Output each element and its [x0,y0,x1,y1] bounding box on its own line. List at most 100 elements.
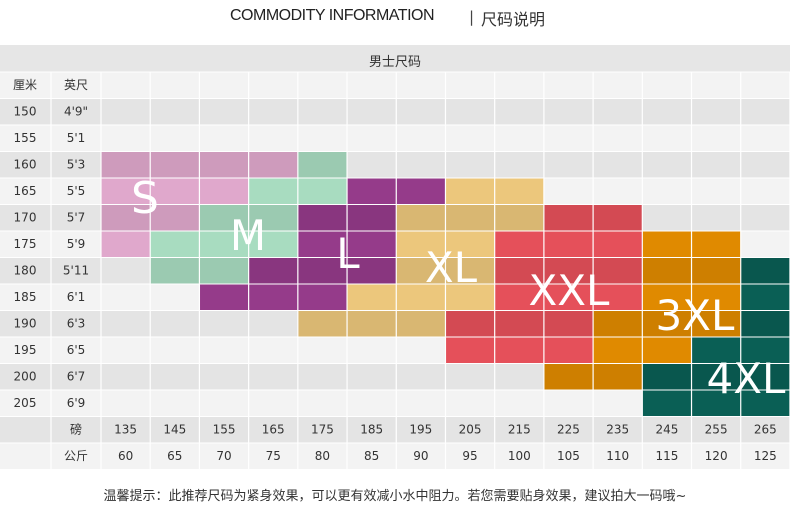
height-ft-label: 6'7 [67,370,86,384]
weight-lb-header: 磅 [70,422,82,437]
size-cell-l [297,231,348,258]
title-english: COMMODITY INFORMATION [230,7,435,24]
height-cm-label: 195 [14,343,37,357]
weight-lb-value: 165 [262,423,285,437]
weight-lb-value: 215 [508,423,531,437]
size-cell-l [347,178,397,205]
size-cell-l [199,284,249,311]
height-cm-label: 160 [14,158,37,172]
size-cell-4xl [740,363,790,390]
size-label-4xl: 4XL [707,354,786,403]
height-cm-label: 180 [14,264,37,278]
size-cell-3xl [642,284,692,311]
height-cm-label: 165 [14,184,37,198]
table-row [0,416,790,443]
size-cell-xxl [593,257,643,284]
size-cell-4xl [642,363,692,390]
size-cell-xxl [494,231,544,258]
size-cell-4xl [691,363,741,390]
size-cell-m [297,178,348,205]
weight-lb-value: 245 [655,423,678,437]
size-cell-3xl [593,337,643,364]
size-cell-s [248,151,298,178]
size-cell-xl [297,310,348,337]
size-cell-m [248,178,298,205]
size-cell-l [347,204,397,231]
size-cell-xxl [543,257,594,284]
size-label-xxl: XXL [529,266,611,315]
size-label-m: M [230,211,266,260]
size-cell-xl [445,178,495,205]
weight-kg-value: 75 [266,449,281,463]
size-cell-xl [396,257,446,284]
size-cell-s [199,151,249,178]
size-cell-4xl [740,390,790,417]
size-cell-4xl [642,390,692,417]
weight-lb-value: 235 [606,423,629,437]
size-cell-4xl [740,310,790,337]
size-cell-3xl [593,310,643,337]
size-cell-xxl [543,310,594,337]
weight-kg-value: 80 [315,449,330,463]
footer-note: 温馨提示：此推荐尺码为紧身效果，可以更有效减小水中阻力。若您需要贴身效果，建议拍… [103,489,687,504]
size-cell-xl [445,204,495,231]
size-cell-3xl [593,363,643,390]
size-cell-4xl [740,337,790,364]
height-ft-label: 5'5 [67,184,86,198]
height-ft-label: 5'1 [67,131,86,145]
weight-lb-value: 145 [163,423,186,437]
weight-kg-value: 85 [364,449,379,463]
size-cell-4xl [691,337,741,364]
weight-lb-value: 225 [557,423,580,437]
size-cell-xl [445,257,495,284]
size-cell-xl [347,284,397,311]
height-ft-label: 6'1 [67,290,86,304]
size-cell-xxl [543,231,594,258]
size-cell-s [101,231,151,258]
height-cm-label: 175 [14,237,37,251]
size-label-l: L [336,229,360,278]
height-ft-label: 5'9 [67,237,86,251]
size-label-s: S [131,173,159,224]
weight-lb-value: 195 [409,423,432,437]
size-cell-xxl [494,284,544,311]
size-cell-xxl [593,231,643,258]
size-cell-4xl [691,390,741,417]
height-cm-label: 155 [14,131,37,145]
title-separator: | [469,8,475,26]
size-cell-m [248,231,298,258]
size-cell-s [199,178,249,205]
weight-kg-value: 60 [118,449,133,463]
title-chinese: 尺码说明 [481,10,546,29]
size-cell-xl [445,284,495,311]
size-cell-3xl [691,284,741,311]
weight-kg-value: 125 [754,449,777,463]
weight-kg-value: 90 [413,449,428,463]
height-ft-label: 6'5 [67,343,86,357]
size-cell-3xl [642,337,692,364]
header-ft: 英尺 [64,78,88,92]
table-row [0,98,790,125]
weight-lb-value: 185 [360,423,383,437]
height-cm-label: 205 [14,396,37,410]
height-ft-label: 5'3 [67,158,86,172]
size-cell-l [248,284,298,311]
weight-kg-value: 65 [167,449,182,463]
size-cell-l [297,284,348,311]
weight-kg-value: 70 [216,449,231,463]
size-cell-m [150,231,200,258]
size-cell-s [150,151,200,178]
page-header: COMMODITY INFORMATION | 尺码说明 [0,0,790,36]
weight-lb-value: 155 [213,423,236,437]
table-row [0,125,790,152]
size-cell-xl [396,204,446,231]
size-cell-3xl [642,310,692,337]
table-caption: 男士尺码 [368,55,421,70]
weight-lb-value: 175 [311,423,334,437]
size-cell-l [297,257,348,284]
size-cell-xxl [445,337,495,364]
size-cell-xl [347,310,397,337]
size-cell-s [150,204,200,231]
table-row [0,72,790,99]
size-cell-m [297,151,348,178]
